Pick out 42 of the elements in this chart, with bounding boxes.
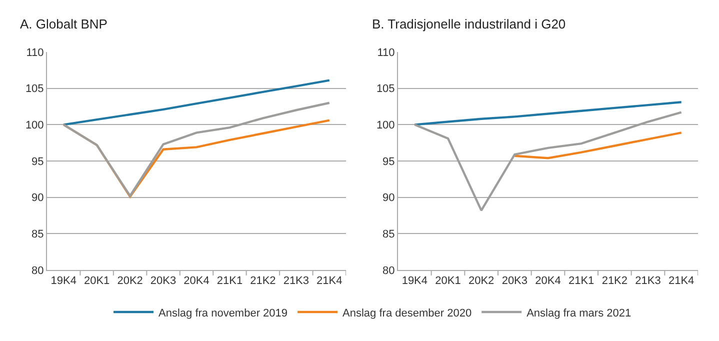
y-tick-label: 80 <box>32 264 44 277</box>
x-tick-label: 21K2 <box>602 275 628 288</box>
y-tick-label: 105 <box>376 83 395 96</box>
y-tick-label: 95 <box>32 156 44 168</box>
x-tick-label: 20K2 <box>468 275 494 288</box>
x-tick-label: 20K3 <box>150 275 176 288</box>
x-tick-label: 20K1 <box>435 275 461 288</box>
y-tick-label: 85 <box>382 228 395 241</box>
y-tick-label: 90 <box>382 192 395 204</box>
y-tick-label: 100 <box>25 120 44 132</box>
y-tick-label: 110 <box>26 46 44 59</box>
y-tick-label: 80 <box>382 264 395 277</box>
y-tick-label: 90 <box>32 192 44 204</box>
x-tick-label: 20K3 <box>502 275 528 288</box>
x-tick-label: 21K4 <box>316 275 342 288</box>
y-tick-label: 110 <box>377 46 395 59</box>
legend-label: Anslag fra november 2019 <box>158 307 288 320</box>
y-tick-label: 95 <box>382 156 395 168</box>
x-tick-label: 21K3 <box>283 275 310 288</box>
line-series <box>62 79 330 126</box>
x-tick-label: 20K4 <box>184 275 210 288</box>
x-tick-label: 19K4 <box>402 275 428 288</box>
x-tick-label: 21K4 <box>668 275 694 288</box>
chart-title: B. Tradisjonelle industriland i G20 <box>372 16 566 32</box>
x-tick-label: 19K4 <box>50 275 76 288</box>
x-tick-label: 21K1 <box>568 275 594 288</box>
line-series <box>414 101 682 126</box>
x-tick-label: 21K2 <box>250 275 276 288</box>
x-tick-label: 20K4 <box>535 275 561 288</box>
x-tick-label: 20K2 <box>117 275 143 288</box>
x-tick-label: 21K3 <box>635 275 661 288</box>
y-tick-label: 85 <box>32 228 44 241</box>
legend-label: Anslag fra mars 2021 <box>526 307 632 320</box>
x-tick-label: 20K1 <box>84 275 110 288</box>
line-series <box>62 102 330 197</box>
y-tick-label: 100 <box>376 120 395 132</box>
legend-label: Anslag fra desember 2020 <box>342 307 472 320</box>
x-tick-label: 21K1 <box>216 275 243 288</box>
line-series <box>514 132 682 160</box>
y-tick-label: 105 <box>25 83 44 96</box>
line-series <box>414 111 682 212</box>
chart-title: A. Globalt BNP <box>20 16 108 32</box>
